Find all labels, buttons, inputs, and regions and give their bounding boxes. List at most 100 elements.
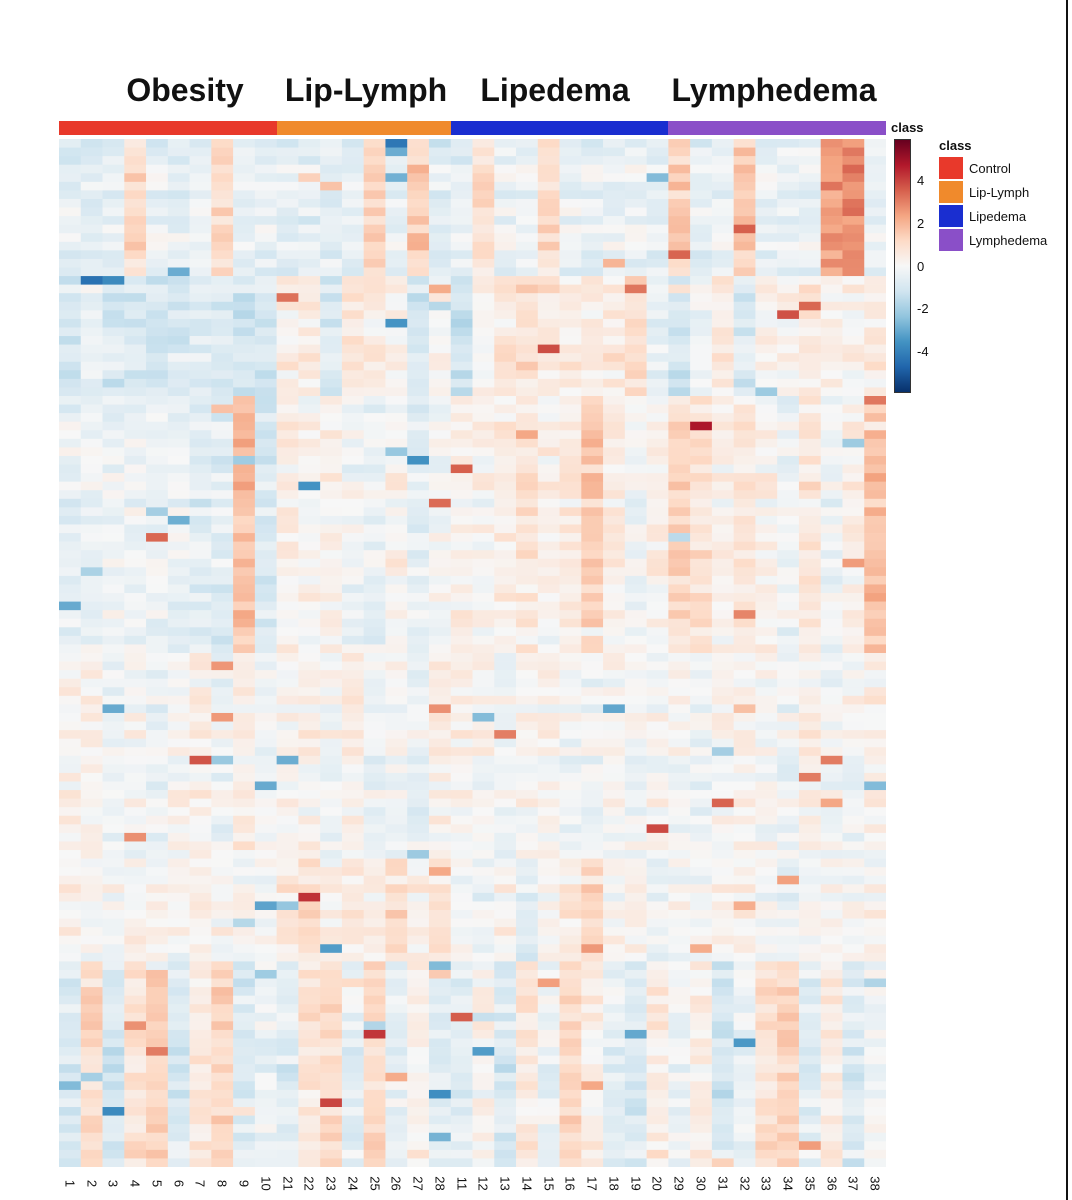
heatmap-cell <box>59 798 82 808</box>
heatmap-cell <box>646 216 669 225</box>
heatmap-cell <box>494 755 517 765</box>
heatmap-cell <box>516 807 539 817</box>
heatmap-cell <box>102 1141 125 1151</box>
heatmap-cell <box>363 507 386 517</box>
heatmap-cell <box>233 798 256 808</box>
heatmap-cell <box>189 969 212 979</box>
heatmap-cell <box>80 918 103 928</box>
heatmap-cell <box>624 301 647 311</box>
heatmap-cell <box>733 250 756 260</box>
heatmap-cell <box>450 858 473 868</box>
heatmap-cell <box>59 216 82 225</box>
heatmap-cell <box>537 1072 560 1082</box>
heatmap-cell <box>711 721 734 731</box>
heatmap-cell <box>755 884 778 894</box>
heatmap-cell <box>428 832 452 842</box>
heatmap-cell <box>516 910 539 919</box>
heatmap-cell <box>624 978 647 988</box>
heatmap-cell <box>777 198 800 208</box>
heatmap-cell <box>233 267 256 277</box>
heatmap-cell <box>428 378 452 388</box>
heatmap-cell <box>320 618 343 628</box>
heatmap-cell <box>385 387 408 397</box>
heatmap-cell <box>124 1038 147 1048</box>
heatmap-cell <box>320 293 343 303</box>
heatmap-cell <box>864 875 886 885</box>
heatmap-cell <box>450 644 473 654</box>
heatmap-cell <box>320 781 343 791</box>
heatmap-cell <box>124 421 147 431</box>
heatmap-cell <box>59 190 82 200</box>
heatmap-cell <box>450 815 473 825</box>
heatmap-cell <box>516 276 539 285</box>
heatmap-cell <box>189 678 212 688</box>
heatmap-cell <box>842 704 865 714</box>
heatmap-cell <box>820 413 843 422</box>
heatmap-cell <box>102 190 125 200</box>
heatmap-cell <box>733 1089 756 1099</box>
heatmap-cell <box>363 1055 386 1065</box>
heatmap-cell <box>167 892 190 902</box>
heatmap-cell <box>537 284 560 294</box>
heatmap-cell <box>59 318 82 328</box>
heatmap-cell <box>581 190 604 200</box>
heatmap-cell <box>124 207 147 217</box>
heatmap-cell <box>124 1089 147 1099</box>
heatmap-cell <box>820 567 843 577</box>
heatmap-cell <box>102 490 125 500</box>
heatmap-cell <box>690 1072 713 1082</box>
heatmap-cell <box>341 147 364 157</box>
heatmap-cell <box>581 841 604 851</box>
heatmap-cell <box>842 772 865 782</box>
heatmap-cell <box>254 1038 277 1048</box>
heatmap-cell <box>820 618 843 628</box>
heatmap-cell <box>581 430 604 440</box>
heatmap-cell <box>798 224 822 234</box>
heatmap-cell <box>80 1081 103 1091</box>
heatmap-cell <box>450 524 473 534</box>
heatmap-cell <box>59 850 82 859</box>
heatmap-cell <box>472 850 495 859</box>
heatmap-cell <box>581 850 604 859</box>
heatmap-cell <box>842 430 865 440</box>
heatmap-cell <box>690 1158 713 1167</box>
heatmap-cell <box>864 712 886 722</box>
heatmap-cell <box>820 327 843 337</box>
heatmap-cell <box>603 164 626 174</box>
heatmap-cell <box>254 987 277 996</box>
heatmap-cell <box>211 832 234 842</box>
heatmap-cell <box>603 1072 626 1082</box>
heatmap-cell <box>820 164 843 174</box>
heatmap-cell <box>537 653 560 662</box>
heatmap-cell <box>298 875 321 885</box>
heatmap-cell <box>842 1081 865 1091</box>
heatmap-cell <box>385 1029 408 1039</box>
heatmap-cell <box>233 738 256 748</box>
heatmap-cell <box>603 1021 626 1031</box>
heatmap-cell <box>820 961 843 971</box>
heatmap-cell <box>298 481 321 491</box>
heatmap-cell <box>428 1107 452 1116</box>
heatmap-cell <box>755 233 778 243</box>
column-label: 18 <box>606 1176 622 1191</box>
heatmap-cell <box>755 755 778 765</box>
heatmap-cell <box>189 841 212 851</box>
column-label: 17 <box>584 1176 600 1191</box>
heatmap-cell <box>690 327 713 337</box>
heatmap-cell <box>472 627 495 637</box>
heatmap-cell <box>581 1132 604 1142</box>
heatmap-cell <box>668 644 691 654</box>
annotation-cell <box>298 121 320 135</box>
heatmap-cell <box>450 1064 473 1074</box>
heatmap-cell <box>581 455 604 465</box>
heatmap-cell <box>211 344 234 354</box>
heatmap-cell <box>341 755 364 765</box>
heatmap-cell <box>820 1089 843 1099</box>
heatmap-cell <box>777 276 800 285</box>
heatmap-cell <box>428 1029 452 1039</box>
heatmap-cell <box>59 644 82 654</box>
heatmap-cell <box>494 139 517 148</box>
heatmap-cell <box>646 961 669 971</box>
heatmap-cell <box>341 173 364 183</box>
heatmap-cell <box>711 1081 734 1091</box>
